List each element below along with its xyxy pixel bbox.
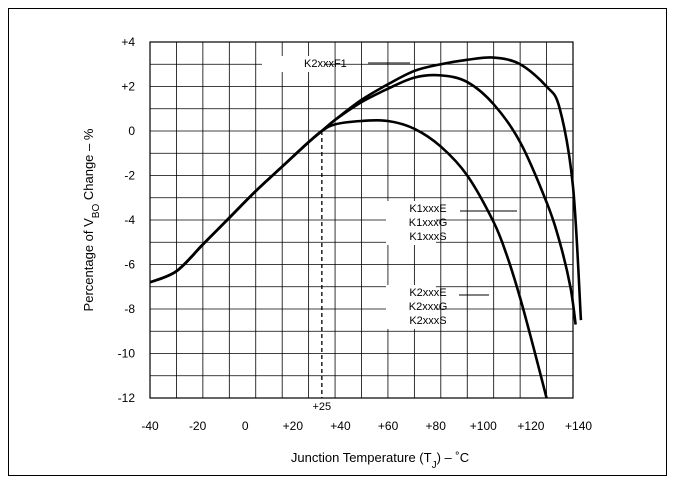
x-tick-label: +120 — [517, 419, 544, 433]
x-tick-label: +20 — [283, 419, 304, 433]
x-tick-label: +100 — [470, 419, 497, 433]
x-axis-title: Junction Temperature (TJ) – ˚C — [291, 450, 469, 471]
y-axis-title: Percentage of VBO Change – % — [81, 128, 102, 311]
series-label-text: K1xxxG — [409, 217, 448, 229]
y-tick-label: -12 — [118, 391, 136, 405]
x-tick-label: 0 — [242, 419, 249, 433]
series-label-text: K2xxxS — [409, 315, 446, 327]
y-tick-label: +4 — [121, 35, 135, 49]
series-label-text: K1xxxE — [409, 203, 446, 215]
series-label-backing — [386, 201, 436, 245]
y-tick-label: -8 — [124, 302, 135, 316]
series-label-text: K2xxxG — [409, 301, 448, 313]
series-line-3 — [149, 118, 548, 399]
y-tick-label: -10 — [118, 347, 136, 361]
y-tick-label: 0 — [128, 124, 135, 138]
series-label-text: K1xxxS — [409, 231, 446, 243]
x-tick-label: +60 — [378, 419, 399, 433]
x-tick-label: +80 — [426, 419, 447, 433]
plot-area-border — [149, 41, 574, 399]
series-label-text: K2xxxE — [409, 287, 446, 299]
reference-line: +25 — [313, 131, 332, 413]
x-tick-label: +140 — [565, 419, 592, 433]
series-label-backing — [262, 56, 324, 72]
y-tick-label: -6 — [124, 258, 135, 272]
series-label-backing — [386, 285, 436, 329]
curves — [149, 56, 583, 399]
grid — [149, 41, 574, 399]
y-tick-label: -4 — [124, 213, 135, 227]
y-tick-label: +2 — [121, 80, 135, 94]
chart-frame — [8, 8, 667, 476]
series-label-text: K2xxxF1 — [304, 58, 347, 70]
x-tick-label: +40 — [330, 419, 351, 433]
tick-labels: -40 -20 0 +20 +40 +60 +80 +100 +120 +140+4+20-2-4… — [118, 35, 593, 433]
x-tick-label: -40 — [141, 419, 159, 433]
y-tick-label: -2 — [124, 169, 135, 183]
x-tick-label: -20 — [189, 419, 207, 433]
series-line-2 — [149, 73, 577, 325]
reference-label: +25 — [313, 401, 332, 413]
series-labels: K2xxxF1 K1xxxE K1xxxG K1xxxS K2xxxE K2xxxG K2x… — [262, 56, 517, 329]
